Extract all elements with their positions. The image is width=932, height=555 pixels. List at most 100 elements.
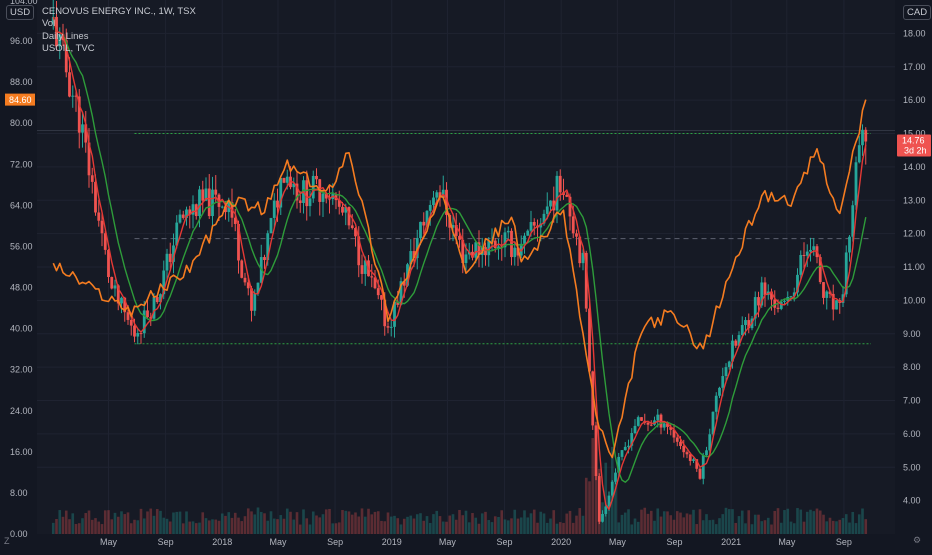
left-axis-tick: 80.00 bbox=[10, 118, 33, 128]
candle-body bbox=[292, 183, 296, 188]
candle-body bbox=[113, 285, 117, 289]
left-axis-tick: 96.00 bbox=[10, 36, 33, 46]
bar-countdown-label: 3d 2h bbox=[904, 146, 927, 156]
volume-bars bbox=[51, 438, 868, 534]
oil-compare-label[interactable]: USOIL, TVC bbox=[42, 42, 95, 54]
candle-body bbox=[669, 426, 673, 430]
left-currency-label[interactable]: USD bbox=[6, 5, 35, 20]
volume-bar bbox=[757, 514, 760, 534]
volume-indicator-label[interactable]: Vol bbox=[42, 18, 56, 30]
candle-body bbox=[474, 242, 478, 258]
volume-bar bbox=[139, 508, 143, 534]
candle-body bbox=[172, 245, 175, 262]
candle-body bbox=[237, 223, 240, 261]
left-axis-tick: 64.00 bbox=[10, 200, 33, 210]
candle-body bbox=[64, 40, 68, 73]
volume-bar bbox=[204, 518, 208, 534]
left-axis-tick: 88.00 bbox=[10, 77, 33, 87]
candle-body bbox=[558, 175, 562, 193]
volume-bar bbox=[500, 510, 504, 534]
candle-body bbox=[864, 129, 868, 142]
volume-bar bbox=[786, 508, 790, 534]
left-axis-tick: 72.00 bbox=[10, 159, 33, 169]
candle-body bbox=[295, 183, 299, 201]
right-axis-tick: 15.00 bbox=[903, 129, 926, 139]
volume-bar bbox=[679, 512, 682, 534]
volume-bar bbox=[419, 513, 422, 534]
volume-bar bbox=[425, 516, 429, 534]
candle-body bbox=[272, 200, 276, 218]
candle-body bbox=[383, 299, 387, 327]
volume-bar bbox=[289, 511, 292, 534]
volume-bar bbox=[422, 520, 426, 534]
volume-bar bbox=[708, 520, 712, 534]
volume-bar bbox=[659, 516, 663, 534]
candle-body bbox=[731, 340, 734, 362]
settings-icon[interactable]: ⚙ bbox=[913, 535, 922, 545]
volume-bar bbox=[490, 522, 494, 534]
candle-body bbox=[461, 239, 465, 264]
candle-body bbox=[493, 240, 497, 249]
volume-bar bbox=[818, 510, 822, 534]
volume-bar bbox=[568, 510, 572, 534]
volume-bar bbox=[649, 510, 653, 534]
volume-bar bbox=[175, 511, 179, 534]
candle-body bbox=[835, 300, 838, 310]
volume-bar bbox=[191, 521, 195, 534]
candle-body bbox=[120, 297, 123, 304]
volume-bar bbox=[640, 509, 643, 534]
volume-bar bbox=[692, 509, 695, 534]
candle-body bbox=[214, 189, 218, 195]
candle-body bbox=[110, 277, 114, 289]
volume-bar bbox=[412, 518, 416, 534]
right-currency-label[interactable]: CAD bbox=[903, 5, 932, 20]
candle-body bbox=[84, 124, 88, 143]
candle-body bbox=[253, 293, 257, 311]
candle-body bbox=[597, 476, 601, 522]
candle-body bbox=[640, 417, 643, 421]
candle-body bbox=[679, 441, 682, 446]
candle-body bbox=[773, 299, 777, 308]
candle-body bbox=[207, 188, 211, 217]
volume-bar bbox=[718, 518, 721, 534]
candle-body bbox=[220, 206, 224, 208]
volume-bar bbox=[159, 510, 162, 534]
candle-body bbox=[68, 72, 71, 97]
candle-body bbox=[744, 320, 747, 326]
volume-bar bbox=[87, 510, 91, 534]
candle-body bbox=[542, 213, 546, 224]
candle-body bbox=[168, 253, 172, 262]
candle-body bbox=[266, 233, 270, 261]
volume-bar bbox=[107, 510, 110, 534]
daily-lines-indicator-label[interactable]: Daily Lines bbox=[42, 30, 89, 42]
volume-bar bbox=[656, 508, 660, 534]
candle-body bbox=[432, 197, 435, 206]
candle-body bbox=[341, 206, 344, 213]
volume-bar bbox=[594, 448, 598, 534]
volume-bar bbox=[51, 522, 55, 534]
volume-bar bbox=[435, 510, 439, 534]
auto-scale-icon[interactable]: Z bbox=[4, 536, 10, 546]
volume-bar bbox=[370, 514, 374, 534]
candle-body bbox=[428, 205, 432, 211]
candle-body bbox=[412, 251, 416, 259]
volume-bar bbox=[571, 522, 575, 534]
volume-bar bbox=[113, 512, 117, 534]
candle-body bbox=[324, 193, 328, 199]
volume-bar bbox=[324, 509, 328, 534]
volume-bar bbox=[100, 524, 104, 534]
volume-bar bbox=[682, 517, 686, 534]
candle-body bbox=[584, 252, 588, 309]
candle-body bbox=[224, 206, 227, 213]
volume-bar bbox=[214, 519, 218, 534]
oil-price-line bbox=[52, 99, 867, 459]
right-axis-tick: 17.00 bbox=[903, 62, 926, 72]
volume-bar bbox=[282, 518, 286, 534]
volume-bar bbox=[415, 514, 419, 534]
symbol-title[interactable]: CENOVUS ENERGY INC., 1W, TSX bbox=[42, 6, 196, 17]
candle-body bbox=[94, 181, 97, 213]
volume-bar bbox=[94, 518, 97, 534]
candle-body bbox=[269, 217, 273, 234]
